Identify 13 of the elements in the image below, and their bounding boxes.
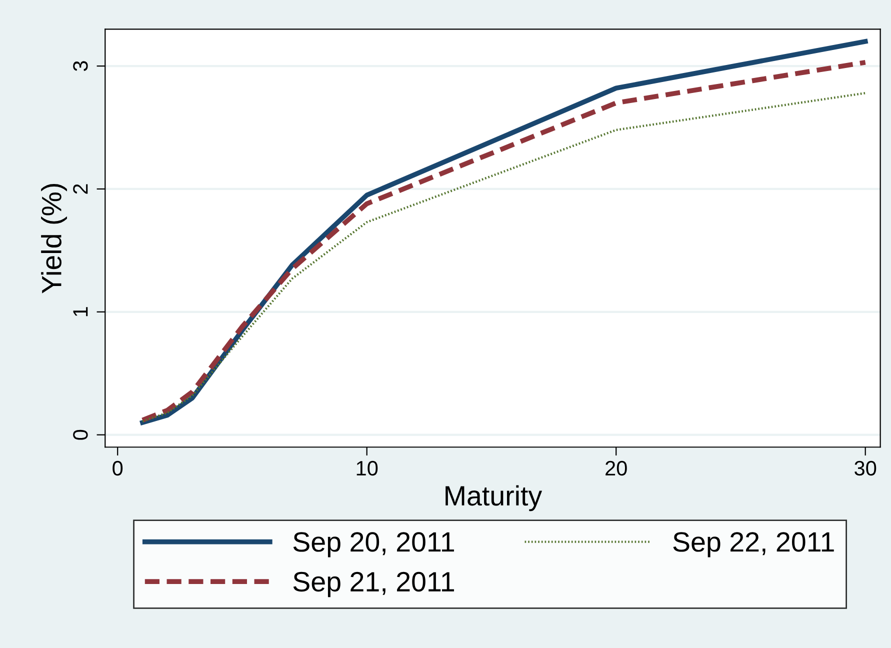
y-tick-label: 0 <box>73 430 88 440</box>
x-tick-label: 10 <box>356 460 378 476</box>
y-tick-label: 2 <box>73 184 88 194</box>
x-tick-label: 0 <box>112 460 123 476</box>
y-axis-title: Yield (%) <box>41 184 67 294</box>
legend-label: Sep 21, 2011 <box>293 572 454 598</box>
x-tick-label: 30 <box>854 460 876 476</box>
y-tick-label: 3 <box>73 61 88 72</box>
legend-label: Sep 22, 2011 <box>673 532 834 558</box>
x-axis-title: Maturity <box>446 485 542 512</box>
legend-label: Sep 20, 2011 <box>293 532 454 558</box>
x-tick-label: 20 <box>606 460 627 476</box>
y-tick-label: 1 <box>73 307 88 316</box>
